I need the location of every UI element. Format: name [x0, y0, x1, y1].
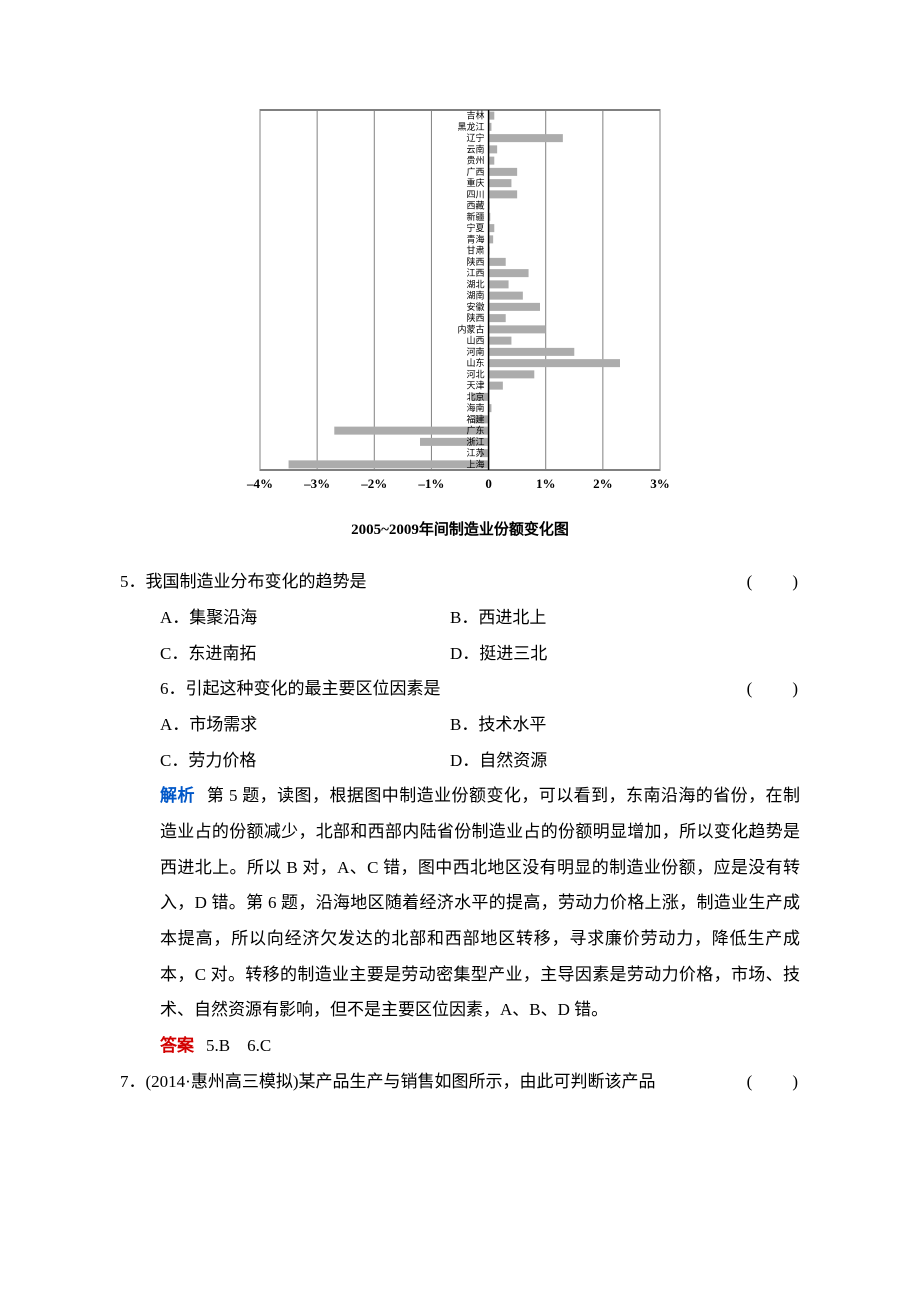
q6-opt-B: B．技术水平: [450, 707, 546, 743]
q5-opts-row1: A．集聚沿海 B．西进北上: [120, 600, 800, 636]
q7-stem-row: 7．(2014·惠州高三模拟)某产品生产与销售如图所示，由此可判断该产品 ( ): [120, 1064, 800, 1100]
svg-text:宁夏: 宁夏: [467, 222, 485, 233]
svg-text:山西: 山西: [467, 336, 485, 346]
svg-text:浙江: 浙江: [467, 436, 485, 447]
explanation-block: 解析第 5 题，读图，根据图中制造业份额变化，可以看到，东南沿海的省份，在制造业…: [120, 778, 800, 1028]
svg-text:山东: 山东: [467, 357, 485, 368]
svg-text:2%: 2%: [593, 476, 613, 491]
q7-paren: ( ): [747, 1064, 800, 1100]
chart-container: –4% –3% –2% –1% 0 1% 2% 3% 吉林黑龙江辽宁云南贵州广西重庆四川西藏新疆…: [120, 100, 800, 546]
svg-text:四川: 四川: [467, 189, 485, 199]
q5-opts-row2: C．东进南拓 D．挺进三北: [120, 636, 800, 672]
svg-text:安徽: 安徽: [467, 301, 485, 312]
svg-text:黑龙江: 黑龙江: [458, 121, 485, 132]
svg-text:1%: 1%: [536, 476, 556, 491]
answer-block: 答案 5.B 6.C: [120, 1028, 800, 1064]
svg-text:云南: 云南: [467, 143, 485, 154]
q6-text: 引起这种变化的最主要区位因素是: [186, 679, 441, 698]
svg-text:江苏: 江苏: [467, 447, 485, 458]
svg-text:广西: 广西: [467, 166, 485, 177]
q7-stem: 7．(2014·惠州高三模拟)某产品生产与销售如图所示，由此可判断该产品: [120, 1064, 655, 1100]
answer-text: 5.B 6.C: [206, 1036, 271, 1055]
q5-stem: 5．我国制造业分布变化的趋势是: [120, 564, 367, 600]
svg-text:辽宁: 辽宁: [467, 132, 485, 143]
svg-text:0: 0: [485, 476, 492, 491]
answer-label: 答案: [160, 1036, 194, 1055]
svg-text:内蒙古: 内蒙古: [458, 323, 485, 334]
q5-paren: ( ): [747, 564, 800, 600]
q7-source: (2014·惠州高三模拟): [146, 1072, 299, 1091]
svg-text:–2%: –2%: [360, 476, 387, 491]
svg-text:广东: 广东: [467, 425, 485, 436]
svg-text:–1%: –1%: [417, 476, 444, 491]
svg-text:北京: 北京: [467, 391, 485, 402]
q5-text: 我国制造业分布变化的趋势是: [146, 572, 367, 591]
svg-text:湖南: 湖南: [467, 290, 485, 301]
svg-text:贵州: 贵州: [467, 155, 485, 166]
svg-text:河南: 河南: [467, 346, 485, 357]
explain-text: 第 5 题，读图，根据图中制造业份额变化，可以看到，东南沿海的省份，在制造业占的…: [160, 786, 800, 1019]
svg-text:陕西: 陕西: [467, 256, 485, 267]
q6-opt-C: C．劳力价格: [160, 743, 450, 779]
q7-number: 7．: [120, 1072, 146, 1091]
q5-opt-A: A．集聚沿海: [160, 600, 450, 636]
svg-text:陕西: 陕西: [467, 312, 485, 323]
q6-stem-row: 6．引起这种变化的最主要区位因素是 ( ): [120, 671, 800, 707]
svg-text:–3%: –3%: [303, 476, 330, 491]
q6-opts-row2: C．劳力价格 D．自然资源: [120, 743, 800, 779]
svg-text:湖北: 湖北: [467, 279, 485, 289]
svg-text:甘肃: 甘肃: [467, 245, 485, 256]
q6-opt-D: D．自然资源: [450, 743, 547, 779]
svg-text:上海: 上海: [467, 458, 485, 469]
q5-stem-row: 5．我国制造业分布变化的趋势是 ( ): [120, 564, 800, 600]
svg-text:西藏: 西藏: [467, 200, 485, 211]
manufacturing-share-chart: –4% –3% –2% –1% 0 1% 2% 3% 吉林黑龙江辽宁云南贵州广西重庆四川西藏新疆…: [240, 100, 680, 500]
q6-opts-row1: A．市场需求 B．技术水平: [120, 707, 800, 743]
svg-text:吉林: 吉林: [467, 110, 485, 121]
q5-opt-C: C．东进南拓: [160, 636, 450, 672]
chart-caption: 2005~2009年间制造业份额变化图: [120, 515, 800, 547]
q7-text: 某产品生产与销售如图所示，由此可判断该产品: [298, 1072, 655, 1091]
svg-text:海南: 海南: [467, 402, 485, 413]
svg-text:福建: 福建: [467, 413, 485, 424]
svg-text:河北: 河北: [467, 368, 485, 379]
q6-number: 6．: [160, 679, 186, 698]
explain-label: 解析: [160, 786, 195, 805]
q6-stem: 6．引起这种变化的最主要区位因素是: [160, 671, 441, 707]
q6-opt-A: A．市场需求: [160, 707, 450, 743]
svg-text:重庆: 重庆: [467, 177, 485, 188]
q5-opt-D: D．挺进三北: [450, 636, 547, 672]
q5-number: 5．: [120, 572, 146, 591]
svg-text:青海: 青海: [467, 233, 485, 244]
svg-text:–4%: –4%: [246, 476, 273, 491]
svg-text:天津: 天津: [467, 381, 485, 391]
svg-text:3%: 3%: [650, 476, 670, 491]
q5-opt-B: B．西进北上: [450, 600, 546, 636]
q6-paren: ( ): [747, 671, 800, 707]
svg-text:新疆: 新疆: [467, 211, 485, 222]
svg-text:江西: 江西: [467, 268, 485, 278]
